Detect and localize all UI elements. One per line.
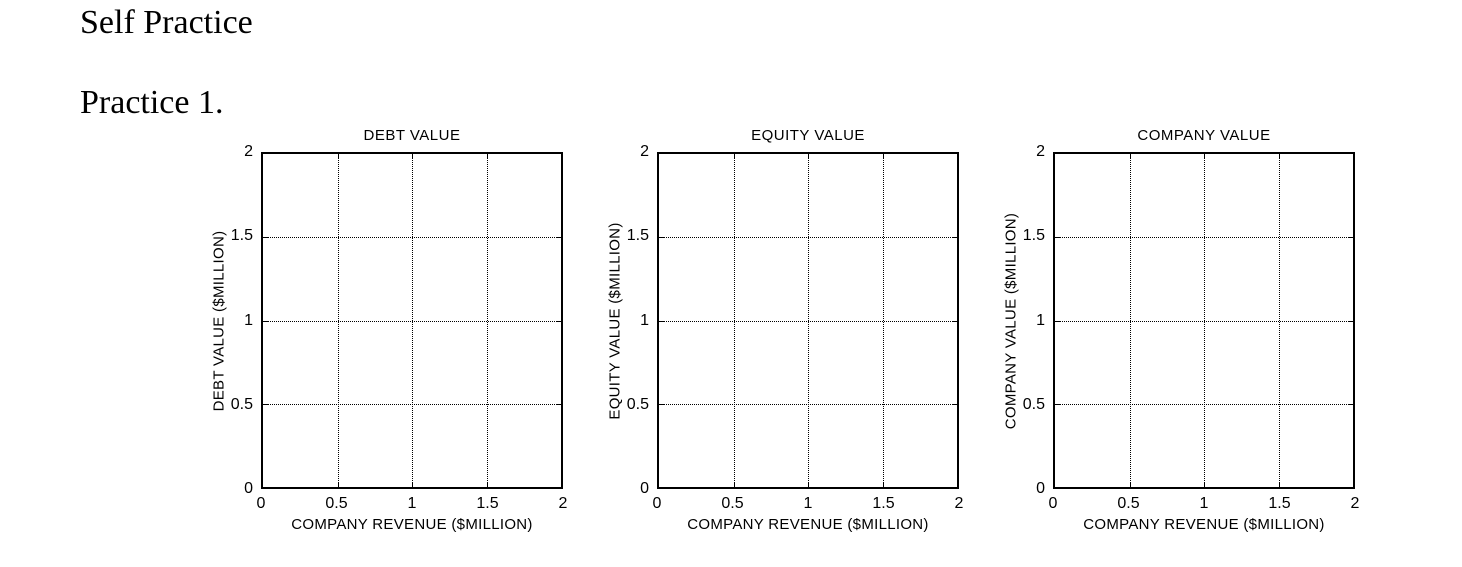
x-tick-label: 1.5 [1268,495,1291,512]
x-tick-label: 0.5 [325,495,348,512]
tick-mark [556,403,561,405]
tick-mark [1055,237,1060,239]
x-axis-label: COMPANY REVENUE ($MILLION) [1083,516,1325,533]
page-title: Self Practice [80,4,253,41]
tick-mark [1129,154,1131,159]
y-tick-label: 0.5 [626,395,649,413]
tick-mark [1278,482,1280,487]
tick-mark [263,237,268,239]
tick-mark [1129,482,1131,487]
x-tick-label: 2 [954,495,964,512]
tick-mark [882,482,884,487]
x-tick-label: 0.5 [721,495,744,512]
tick-mark [952,320,957,322]
x-tick-label: 0 [256,495,266,512]
gridline-vertical [882,154,884,487]
tick-mark [733,482,735,487]
gridline-vertical [1204,154,1205,487]
chart-title: COMPANY VALUE [1137,127,1271,144]
y-tick-label: 1 [640,311,649,329]
tick-mark [952,237,957,239]
y-tick-label: 2 [1036,143,1045,160]
y-tick-label: 2 [640,143,649,160]
tick-mark [808,482,809,487]
x-tick-label: 1.5 [872,495,895,512]
chart-company-value: COMPANY VALUE COMPANY VALUE ($MILLION) 2… [1003,127,1360,533]
plot-area [1053,152,1355,489]
y-tick-label: 1 [1036,311,1045,329]
x-tick-label: 1 [803,495,813,512]
x-tick-label: 0 [652,495,662,512]
y-tick-label: 1.5 [626,227,649,245]
gridline-vertical [1129,154,1131,487]
tick-mark [412,482,413,487]
plot-area [657,152,959,489]
x-tick-label: 0 [1048,495,1058,512]
y-tick-label: 0 [1036,480,1045,497]
x-tick-label: 0.5 [1117,495,1140,512]
gridline-vertical [486,154,488,487]
tick-mark [1278,154,1280,159]
tick-mark [882,154,884,159]
tick-mark [659,403,664,405]
gridline-vertical [337,154,339,487]
tick-mark [263,403,268,405]
y-tick-label: 1.5 [230,227,253,245]
chart-equity-value: EQUITY VALUE EQUITY VALUE ($MILLION) 2 1… [607,127,964,533]
gridline-vertical [1278,154,1280,487]
tick-mark [1055,320,1060,322]
tick-mark [1348,320,1353,322]
x-tick-label: 1.5 [476,495,499,512]
x-tick-label: 1 [1199,495,1209,512]
tick-mark [952,403,957,405]
tick-mark [337,154,339,159]
tick-mark [1204,154,1205,159]
tick-mark [659,320,664,322]
tick-mark [556,320,561,322]
tick-mark [808,154,809,159]
gridline-vertical [808,154,809,487]
y-tick-label: 1.5 [1022,227,1045,245]
y-tick-label: 2 [244,143,253,160]
tick-mark [556,237,561,239]
tick-mark [263,320,268,322]
chart-title: EQUITY VALUE [751,127,865,144]
x-tick-label: 2 [1350,495,1360,512]
y-tick-label: 1 [244,311,253,329]
tick-mark [1348,403,1353,405]
tick-mark [486,154,488,159]
tick-mark [1348,237,1353,239]
plot-area [261,152,563,489]
y-tick-label: 0.5 [1022,395,1045,413]
y-tick-label: 0 [244,480,253,497]
gridline-vertical [733,154,735,487]
tick-mark [1055,403,1060,405]
tick-mark [412,154,413,159]
x-axis-label: COMPANY REVENUE ($MILLION) [687,516,929,533]
x-tick-label: 2 [558,495,568,512]
gridline-vertical [412,154,413,487]
tick-mark [486,482,488,487]
x-axis-label: COMPANY REVENUE ($MILLION) [291,516,533,533]
tick-mark [1204,482,1205,487]
y-tick-label: 0 [640,480,649,497]
x-tick-label: 1 [407,495,417,512]
tick-mark [337,482,339,487]
tick-mark [659,237,664,239]
y-tick-label: 0.5 [230,395,253,413]
practice-subheading: Practice 1. [80,84,224,121]
chart-title: DEBT VALUE [363,127,461,144]
chart-debt-value: DEBT VALUE DEBT VALUE ($MILLION) 2 1.5 1… [211,127,568,533]
tick-mark [733,154,735,159]
